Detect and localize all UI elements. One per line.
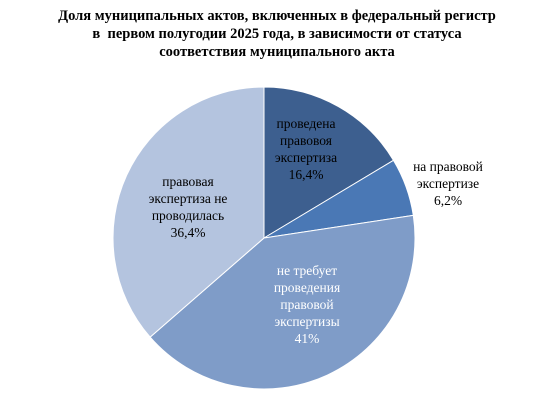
slice-label-4-line-3: проводилась — [152, 208, 224, 223]
chart-title-line-1: Доля муниципальных актов, включенных в ф… — [58, 8, 496, 24]
slice-label-1: проведена правовоя экспертиза 16,4% — [275, 116, 337, 182]
chart-title-line-2: в первом полугодии 2025 года, в зависимо… — [92, 26, 462, 42]
slice-label-1-line-2: правовоя — [280, 133, 332, 148]
slice-label-4-line-4: 36,4% — [171, 225, 206, 240]
slice-label-3-line-5: 41% — [295, 331, 320, 346]
slice-label-3: не требует проведения правовой экспертизы 41… — [274, 263, 340, 346]
chart-title-line-3: соответствия муниципального акта — [159, 44, 395, 60]
slice-label-3-line-4: экспертизы — [274, 314, 339, 329]
slice-label-1-line-4: 16,4% — [289, 167, 324, 182]
slice-label-1-line-3: экспертиза — [275, 150, 337, 165]
slice-label-2-line-3: 6,2% — [434, 193, 462, 208]
slice-label-4-line-1: правовая — [162, 174, 213, 189]
chart-title: Доля муниципальных актов, включенных в ф… — [0, 7, 554, 61]
pie-slice-3 — [149, 214, 416, 390]
slice-label-2-line-1: на правовой — [413, 159, 483, 174]
slice-label-4-line-2: экспертиза не — [149, 191, 228, 206]
slice-label-3-line-3: правовой — [280, 297, 333, 312]
slice-label-2: на правовой экспертизе 6,2% — [413, 159, 483, 208]
slice-label-3-line-1: не требует — [277, 263, 337, 278]
slice-label-4: правовая экспертиза не проводилась 36,4% — [149, 174, 228, 240]
pie-slice-1 — [263, 86, 395, 239]
slice-label-3-line-2: проведения — [274, 280, 340, 295]
pie-slice-4 — [112, 86, 265, 338]
slice-label-2-line-2: экспертизе — [417, 176, 479, 191]
slice-label-1-line-1: проведена — [277, 116, 336, 131]
